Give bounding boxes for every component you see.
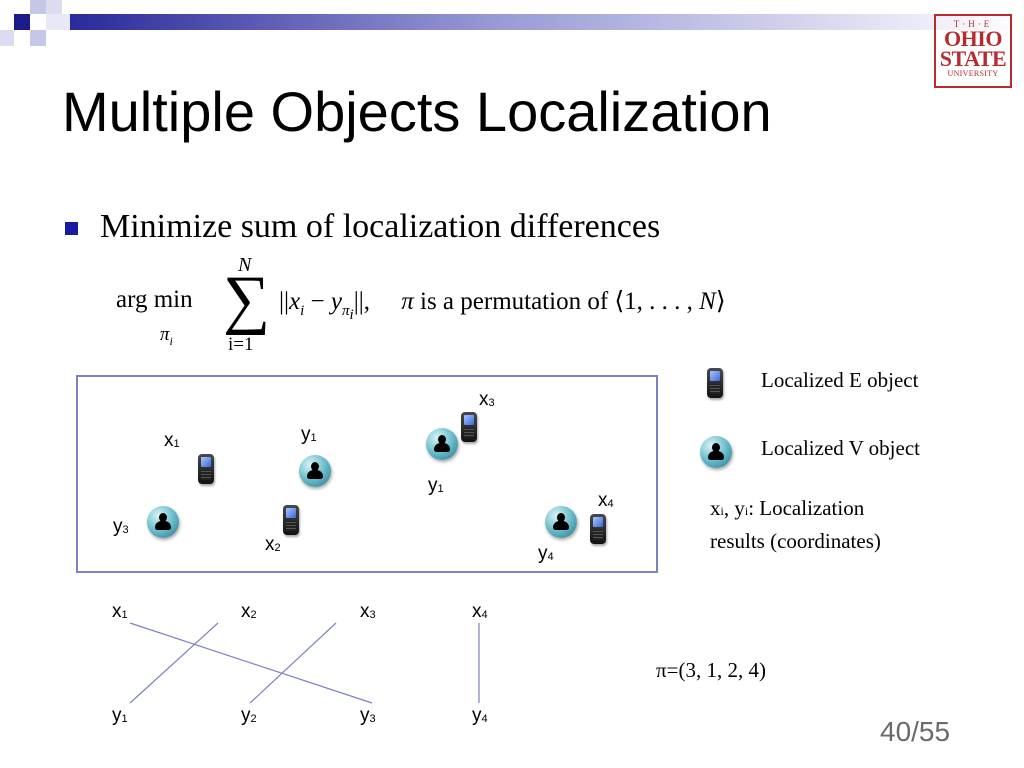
label-y1-right: y1 [428, 475, 444, 496]
formula-sum-upper: N [238, 254, 252, 276]
ohio-state-logo: T·H·E OHIO STATE UNIVERSITY [934, 14, 1012, 88]
sigma-icon: ∑ [223, 263, 271, 336]
v-object-icon-y4 [545, 506, 577, 538]
e-object-icon-x4 [590, 514, 606, 544]
bullet-square-icon [65, 222, 78, 235]
match-line-x2-y1 [129, 622, 219, 704]
formula-argmin: arg min [116, 286, 193, 313]
match-top-x4: x4 [472, 601, 488, 622]
label-x2: x2 [265, 534, 281, 555]
match-bottom-y3: y3 [360, 705, 376, 726]
e-object-icon-x2 [283, 505, 299, 535]
page-number: 40/55 [880, 716, 951, 747]
permutation-text: π=(3, 1, 2, 4) [656, 658, 766, 682]
legend-e-object-icon [707, 368, 723, 398]
label-y4: y4 [538, 543, 554, 564]
formula-argmin-subscript: πi [160, 324, 173, 348]
legend-v-object-icon [700, 436, 732, 468]
match-top-x1: x1 [112, 601, 128, 622]
match-line-x1-y3 [129, 622, 373, 704]
e-object-icon-x3 [461, 412, 477, 442]
legend-v-object-label: Localized V object [761, 436, 920, 460]
match-line-x3-y2 [249, 622, 337, 704]
formula-body: ||xi − yπi||, π is a permutation of ⟨1, … [279, 288, 726, 323]
e-object-icon-x1 [198, 454, 214, 484]
legend-coordinates-note: xi, yi: Localization results (coordinates… [710, 496, 881, 553]
header-decoration [0, 0, 1024, 46]
legend-e-object-label: Localized E object [761, 368, 919, 392]
label-x3: x3 [479, 389, 495, 410]
label-x1: x1 [164, 430, 180, 451]
bullet-text: Minimize sum of localization differences [100, 208, 661, 245]
localization-diagram-box [76, 375, 658, 573]
label-y1-center: y1 [301, 424, 317, 445]
match-bottom-y1: y1 [112, 705, 128, 726]
argmin-formula: arg min πi N ∑ i=1 ||xi − yπi||, π is a … [116, 254, 946, 360]
formula-sum-lower: i=1 [228, 334, 254, 355]
label-x4: x4 [598, 490, 614, 511]
match-top-x3: x3 [360, 601, 376, 622]
v-object-icon-y1a [299, 455, 331, 487]
match-bottom-y4: y4 [472, 705, 488, 726]
v-object-icon-y3 [147, 506, 179, 538]
v-object-icon-y1b [426, 428, 458, 460]
label-y3: y3 [113, 516, 129, 537]
match-bottom-y2: y2 [241, 705, 257, 726]
slide-title: Multiple Objects Localization [62, 80, 772, 143]
match-top-x2: x2 [241, 601, 257, 622]
